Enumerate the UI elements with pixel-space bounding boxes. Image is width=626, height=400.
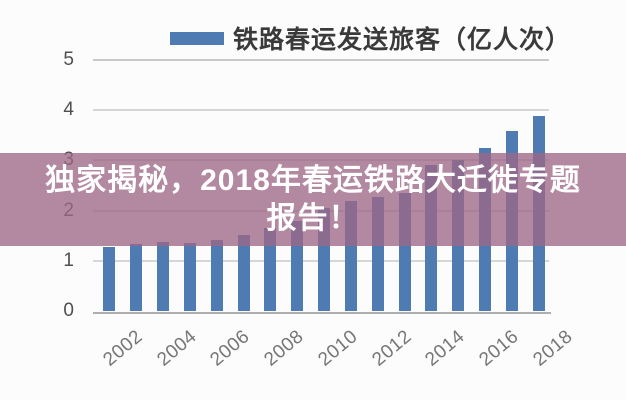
headline-banner-overlay: 独家揭秘，2018年春运铁路大迁徙专题 报告！ bbox=[0, 153, 626, 246]
chart-legend: 铁路春运发送旅客（亿人次） bbox=[0, 18, 626, 54]
gridline-5 bbox=[93, 59, 549, 61]
legend-label: 铁路春运发送旅客（亿人次） bbox=[233, 25, 572, 54]
x-tick-label-2018: 2018 bbox=[528, 326, 577, 371]
bar-2007 bbox=[237, 235, 250, 311]
y-tick-label-4: 4 bbox=[63, 99, 74, 121]
gridline-4 bbox=[93, 109, 549, 112]
bar-2006 bbox=[210, 239, 223, 311]
x-tick-label-2012: 2012 bbox=[367, 326, 416, 371]
bar-2004 bbox=[157, 242, 170, 311]
x-tick-label-2010: 2010 bbox=[314, 326, 362, 371]
bar-2008 bbox=[264, 228, 277, 311]
y-tick-label-0: 0 bbox=[63, 300, 74, 321]
headline-line-1: 独家揭秘，2018年春运铁路大迁徙专题 bbox=[45, 163, 581, 197]
x-tick-label-2016: 2016 bbox=[475, 326, 523, 371]
x-tick-label-2002: 2002 bbox=[99, 326, 147, 371]
bar-2003 bbox=[130, 244, 143, 311]
legend-swatch-icon bbox=[170, 32, 224, 45]
x-tick-label-2004: 2004 bbox=[153, 326, 201, 371]
x-axis-line bbox=[93, 312, 551, 314]
x-tick-label-2014: 2014 bbox=[421, 326, 469, 371]
headline-line-2: 报告！ bbox=[266, 201, 360, 235]
bar-2002 bbox=[103, 247, 116, 311]
x-tick-label-2006: 2006 bbox=[206, 326, 255, 371]
y-tick-label-1: 1 bbox=[63, 249, 74, 271]
y-tick-label-5: 5 bbox=[63, 49, 74, 70]
x-tick-label-2008: 2008 bbox=[260, 326, 308, 371]
bar-2005 bbox=[183, 242, 196, 311]
